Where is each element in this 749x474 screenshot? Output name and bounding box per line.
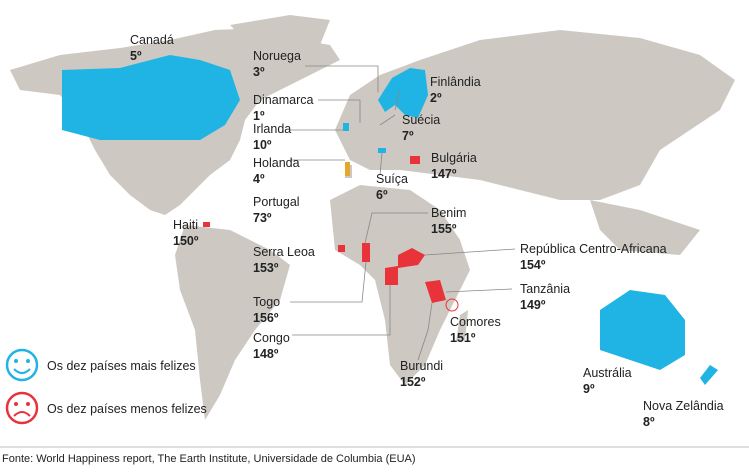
country-rank: 73º [253,211,272,225]
country-name: Dinamarca [253,93,313,107]
country-rank: 3º [253,65,265,79]
country-name: Bulgária [431,151,477,165]
ireland-denmark [343,123,349,131]
car [398,248,425,268]
portugal [345,162,350,176]
country-rank: 7º [402,129,414,143]
country-name: Burundi [400,359,443,373]
country-name: Finlândia [430,75,481,89]
nordics [378,68,428,118]
australia [600,290,685,370]
bulgaria [410,156,420,164]
legend-happy: Os dez países mais felizes [47,359,196,373]
country-rank: 6º [376,188,388,202]
switzerland [378,148,386,153]
country-rank: 4º [253,172,265,186]
country-name: Comores [450,315,501,329]
country-rank: 147º [431,167,457,181]
country-name: Noruega [253,49,301,63]
country-rank: 2º [430,91,442,105]
legend: Os dez países mais felizes Os dez países… [5,348,207,425]
legend-sad: Os dez países menos felizes [47,402,207,416]
country-rank: 5º [130,49,142,63]
country-name: Nova Zelândia [643,399,724,413]
country-name: Congo [253,331,290,345]
country-name: Austrália [583,366,632,380]
country-rank: 8º [643,415,655,429]
country-name: Irlanda [253,122,291,136]
leader-lines [0,65,749,448]
country-rank: 9º [583,382,595,396]
country-name: Holanda [253,156,300,170]
country-name: Canadá [130,33,174,47]
country-name: Togo [253,295,280,309]
comoros [445,298,459,312]
source: Fonte: World Happiness report, The Earth… [2,453,416,465]
new-zealand [700,365,718,385]
haiti [203,222,210,227]
tanzania [425,280,446,303]
country-rank: 148º [253,347,279,361]
country-rank: 155º [431,222,457,236]
country-name: República Centro-Africana [520,242,667,256]
country-rank: 150º [173,234,199,248]
country-rank: 149º [520,298,546,312]
country-name: Haiti [173,218,198,232]
sierra-leone [338,245,345,252]
benin-togo [362,243,370,262]
country-name: Benim [431,206,466,220]
canada [62,55,240,140]
country-rank: 1º [253,109,265,123]
country-name: Suécia [402,113,440,127]
country-rank: 156º [253,311,279,325]
country-rank: 152º [400,375,426,389]
country-rank: 10º [253,138,272,152]
country-rank: 153º [253,261,279,275]
country-name: Tanzânia [520,282,570,296]
country-name: Serra Leoa [253,245,315,259]
country-name: Suíça [376,172,408,186]
country-name: Portugal [253,195,300,209]
country-rank: 151º [450,331,476,345]
land [10,15,735,420]
congo [385,266,398,285]
country-rank: 154º [520,258,546,272]
